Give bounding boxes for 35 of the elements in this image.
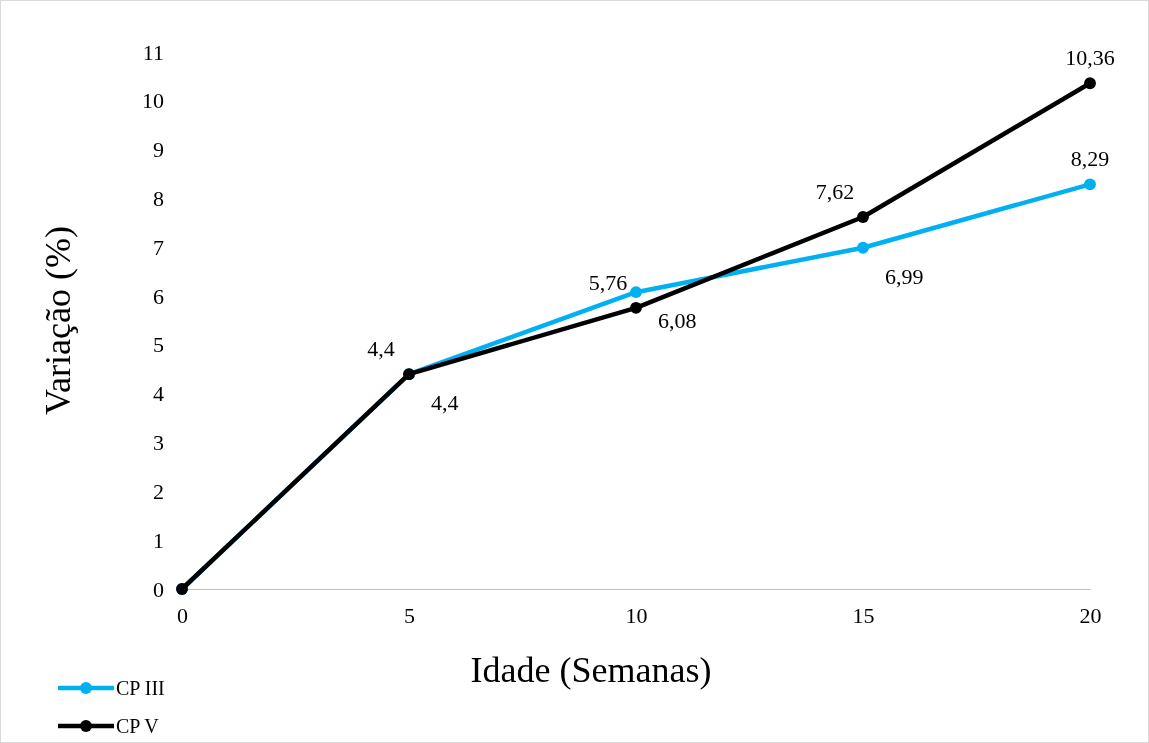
y-tick-label: 7 (153, 234, 164, 260)
y-tick-label: 8 (153, 185, 164, 211)
data-label: 10,36 (1065, 45, 1115, 71)
x-tick-label: 10 (625, 602, 648, 628)
x-tick-label: 5 (404, 602, 415, 628)
data-label: 7,62 (815, 179, 855, 205)
data-label: 8,29 (1070, 146, 1110, 172)
point (1084, 178, 1096, 191)
y-axis-title: Variação (%) (38, 226, 78, 415)
data-label: 4,4 (367, 336, 395, 362)
legend-label: CP V (116, 715, 160, 737)
y-tick-label: 5 (153, 332, 164, 358)
x-tick-label: 20 (1079, 602, 1102, 628)
y-tick-label: 2 (153, 478, 164, 504)
y-tick-label: 3 (153, 430, 164, 456)
point (630, 286, 642, 299)
x-tick-label: 0 (177, 602, 188, 628)
data-label: 6,08 (658, 308, 697, 334)
y-tick-label: 4 (153, 381, 164, 407)
point (1084, 77, 1096, 90)
data-label: 6,99 (885, 263, 924, 289)
point (630, 301, 642, 314)
x-axis-title: Idade (Semanas) (470, 650, 712, 690)
x-tick-label: 15 (852, 602, 875, 628)
point (857, 241, 869, 254)
y-tick-label: 11 (142, 39, 164, 65)
point (857, 211, 869, 223)
y-tick-label: 10 (142, 88, 164, 114)
y-tick-label: 6 (153, 283, 164, 309)
data-label: 5,76 (588, 269, 628, 295)
data-label: 4,4 (431, 390, 459, 416)
y-tick-label: 9 (153, 137, 164, 163)
legend-label: CP III (116, 677, 165, 699)
y-tick-label: 1 (153, 527, 164, 553)
y-tick-label: 0 (153, 576, 164, 602)
